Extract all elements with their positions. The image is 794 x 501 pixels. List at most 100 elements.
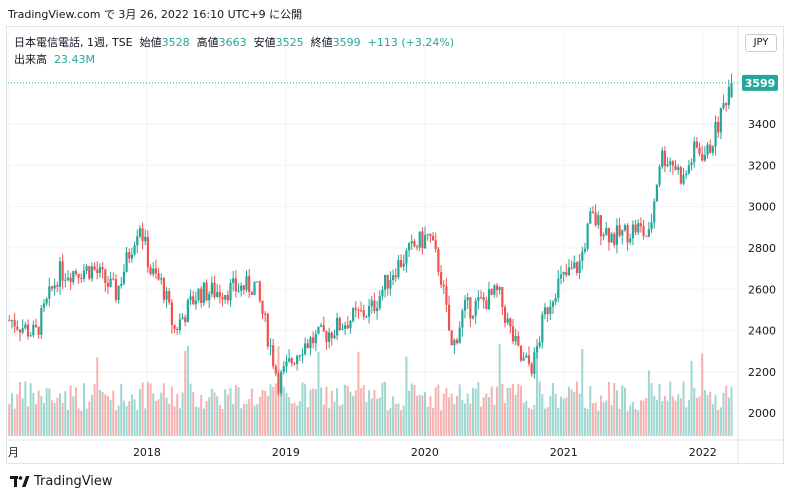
volume-bar — [173, 406, 176, 436]
candle-body — [637, 223, 640, 233]
volume-bar — [522, 402, 525, 436]
volume-bar — [114, 410, 117, 436]
volume-bar — [634, 409, 637, 436]
candle-body — [112, 278, 115, 280]
candle-body — [458, 327, 461, 344]
candle-body — [373, 300, 376, 312]
candle-body — [437, 248, 440, 273]
volume-bar — [261, 389, 264, 436]
volume-bar — [301, 382, 304, 436]
symbol-label[interactable]: 日本電信電話, 1週, TSE — [14, 36, 133, 49]
candle-body — [162, 278, 165, 300]
candle-body — [8, 320, 11, 322]
volume-bar — [711, 404, 714, 436]
volume-bar — [178, 408, 181, 436]
candle-body — [522, 357, 525, 361]
volume-bar — [437, 384, 440, 436]
volume-bar — [626, 410, 629, 436]
candle-body — [232, 278, 235, 283]
volume-bar — [586, 409, 589, 436]
volume-bar — [671, 396, 674, 436]
y-tick-label: 3200 — [748, 159, 776, 172]
volume-bar — [317, 351, 320, 436]
candle-body — [647, 229, 651, 237]
candle-body — [250, 292, 253, 295]
candle-body — [330, 332, 333, 338]
candle-body — [42, 303, 46, 309]
candle-body — [658, 166, 661, 185]
volume-bar — [535, 346, 538, 436]
volume-bar — [258, 396, 261, 436]
candle-body — [125, 252, 128, 272]
volume-bar — [242, 403, 245, 436]
x-tick-label: 2021 — [550, 446, 578, 459]
candle-body — [674, 165, 677, 170]
candle-body — [394, 275, 397, 278]
candle-body — [298, 355, 301, 357]
volume-bar — [136, 410, 139, 436]
candle-body — [653, 201, 656, 223]
candle-body — [591, 211, 595, 213]
y-tick-label: 3000 — [748, 201, 776, 214]
candle-body — [72, 271, 75, 283]
candle-body — [141, 228, 144, 242]
x-tick-label: 月 — [8, 446, 19, 459]
candle-body — [605, 228, 608, 235]
candle-body — [306, 343, 309, 348]
x-tick-label: 2019 — [272, 446, 300, 459]
volume-bar — [621, 385, 624, 436]
candle-body — [661, 150, 664, 167]
volume-bar — [325, 386, 328, 436]
candle-body — [645, 235, 648, 237]
candle-body — [173, 325, 176, 330]
candle-body — [567, 267, 571, 276]
volume-bar — [90, 394, 93, 436]
candle-body — [88, 266, 91, 279]
candle-body — [597, 215, 600, 226]
volume-bar — [272, 387, 275, 436]
volume-bar — [610, 404, 613, 436]
volume-bar — [234, 384, 237, 436]
volume-bar — [138, 389, 141, 436]
volume-bar — [98, 389, 101, 436]
footer-brand[interactable]: TradingView — [10, 474, 113, 489]
ohlc-legend: 日本電信電話, 1週, TSE 始値3528 高値3663 安値3525 終値3… — [14, 34, 454, 50]
volume-bar — [629, 405, 632, 436]
chart-pane[interactable] — [6, 26, 784, 464]
candle-body — [554, 297, 557, 302]
candle-body — [421, 231, 424, 249]
candle-body — [407, 243, 411, 251]
volume-bar — [280, 389, 283, 436]
candle-body — [96, 269, 99, 274]
candle-body — [631, 224, 635, 239]
candle-body — [599, 215, 603, 237]
currency-button[interactable]: JPY — [745, 34, 777, 52]
candle-body — [447, 304, 451, 331]
candle-body — [237, 290, 240, 292]
volume-legend: 出来高 23.43M — [14, 51, 95, 67]
volume-bar — [24, 381, 27, 436]
candle-body — [725, 103, 728, 106]
candle-body — [610, 233, 613, 243]
volume-bar — [573, 391, 576, 436]
volume-bar — [264, 391, 267, 436]
candle-body — [466, 297, 469, 301]
candle-body — [74, 271, 78, 274]
volume-bar — [197, 407, 200, 436]
volume-bar — [144, 408, 147, 436]
y-tick-label: 2800 — [748, 242, 776, 255]
candle-body — [415, 246, 419, 248]
candle-body — [253, 281, 256, 295]
volume-bar — [570, 389, 573, 436]
volume-bar — [631, 401, 634, 436]
candle-body — [469, 297, 472, 319]
volume-bar — [314, 389, 317, 436]
volume-bar — [290, 403, 293, 436]
volume-bar — [10, 393, 13, 436]
volume-bar — [474, 388, 477, 436]
volume-bar — [687, 399, 690, 436]
candle-body — [413, 241, 416, 247]
volume-label[interactable]: 出来高 — [14, 53, 47, 66]
volume-bar — [432, 407, 435, 436]
